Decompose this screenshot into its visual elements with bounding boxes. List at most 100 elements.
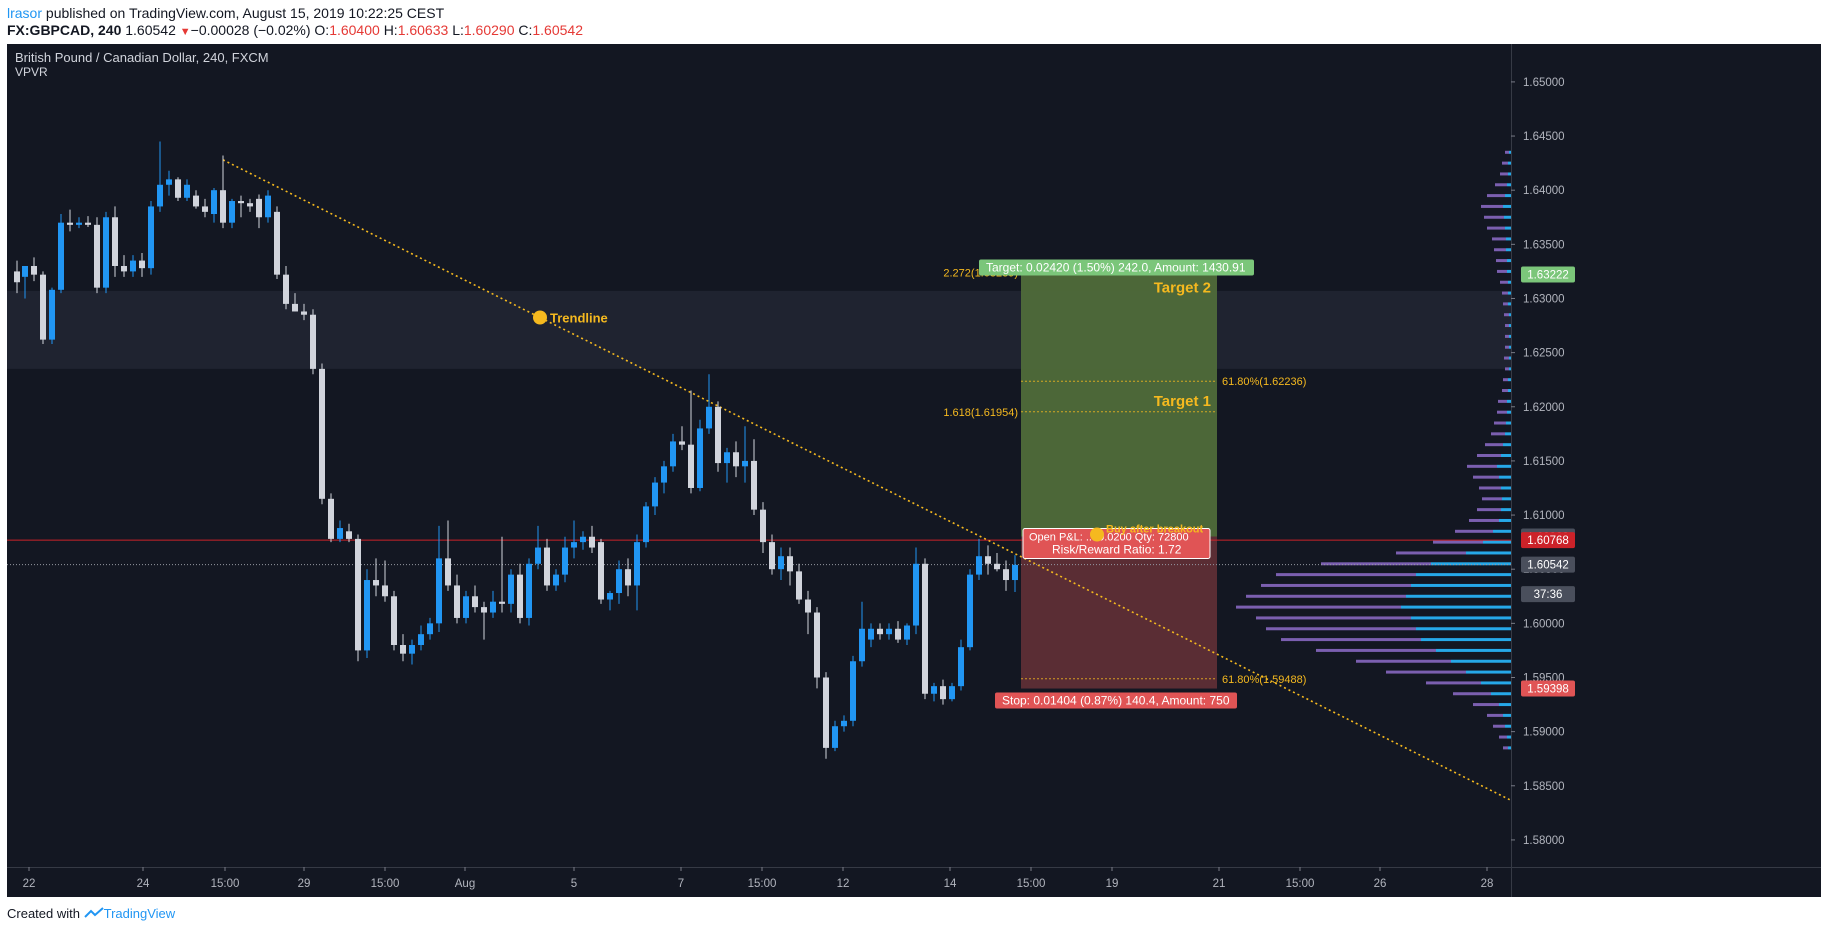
tradingview-link[interactable]: TradingView xyxy=(103,906,176,921)
candle[interactable] xyxy=(958,639,964,691)
candle[interactable] xyxy=(508,569,514,613)
candle[interactable] xyxy=(607,590,613,611)
candle[interactable] xyxy=(814,607,820,689)
candle[interactable] xyxy=(14,260,20,294)
stop-info-box[interactable] xyxy=(995,692,1237,709)
candle[interactable] xyxy=(535,525,541,570)
candle[interactable] xyxy=(904,623,910,646)
target-zone[interactable] xyxy=(1021,274,1217,537)
vpvr-legend[interactable]: VPVR xyxy=(15,65,48,79)
candle[interactable] xyxy=(301,303,307,321)
candle[interactable] xyxy=(22,265,28,299)
candle[interactable] xyxy=(67,209,73,232)
candle[interactable] xyxy=(787,547,793,586)
candle[interactable] xyxy=(625,558,631,597)
candle[interactable] xyxy=(103,211,109,294)
candle[interactable] xyxy=(130,255,136,277)
candle[interactable] xyxy=(355,534,361,662)
candle[interactable] xyxy=(859,601,865,667)
candle[interactable] xyxy=(913,547,919,635)
trendline[interactable] xyxy=(222,159,1511,801)
candle[interactable] xyxy=(832,720,838,752)
candle[interactable] xyxy=(1003,560,1009,591)
candle[interactable] xyxy=(238,195,244,218)
candle[interactable] xyxy=(463,590,469,624)
candle[interactable] xyxy=(328,493,334,543)
candle[interactable] xyxy=(886,623,892,640)
candle[interactable] xyxy=(895,621,901,643)
candle[interactable] xyxy=(706,374,712,434)
candle[interactable] xyxy=(391,590,397,651)
candle[interactable] xyxy=(310,309,316,375)
candle[interactable] xyxy=(229,198,235,229)
candle[interactable] xyxy=(841,715,847,732)
candle[interactable] xyxy=(166,170,172,196)
candle[interactable] xyxy=(175,177,181,202)
candle[interactable] xyxy=(598,538,604,604)
candle[interactable] xyxy=(427,617,433,640)
candle[interactable] xyxy=(589,525,595,553)
candle[interactable] xyxy=(670,433,676,472)
candle[interactable] xyxy=(868,623,874,648)
candle[interactable] xyxy=(418,625,424,651)
candle[interactable] xyxy=(1012,555,1018,592)
candle[interactable] xyxy=(202,198,208,218)
target-info-box[interactable] xyxy=(979,259,1254,276)
candle[interactable] xyxy=(481,601,487,640)
candle[interactable] xyxy=(850,655,856,727)
candle[interactable] xyxy=(148,201,154,275)
candle[interactable] xyxy=(139,252,145,277)
candle[interactable] xyxy=(580,531,586,550)
candle[interactable] xyxy=(922,558,928,700)
candle[interactable] xyxy=(688,390,694,494)
candle[interactable] xyxy=(679,426,685,451)
candle[interactable] xyxy=(778,547,784,581)
candle[interactable] xyxy=(760,502,766,553)
candle[interactable] xyxy=(517,563,523,624)
candle[interactable] xyxy=(283,265,289,310)
candle[interactable] xyxy=(49,287,55,344)
candle[interactable] xyxy=(733,441,739,478)
candle[interactable] xyxy=(211,188,217,223)
candle[interactable] xyxy=(697,419,703,492)
candle[interactable] xyxy=(346,523,352,543)
candle[interactable] xyxy=(553,569,559,591)
candle[interactable] xyxy=(652,477,658,516)
candle[interactable] xyxy=(805,590,811,635)
pnl-box[interactable] xyxy=(1022,528,1211,560)
candle[interactable] xyxy=(490,590,496,618)
candle[interactable] xyxy=(526,558,532,626)
candle[interactable] xyxy=(616,560,622,604)
candle[interactable] xyxy=(544,538,550,591)
candle[interactable] xyxy=(436,525,442,633)
candle[interactable] xyxy=(724,447,730,483)
candle[interactable] xyxy=(256,194,262,229)
candle[interactable] xyxy=(949,682,955,702)
candle[interactable] xyxy=(742,426,748,483)
candle[interactable] xyxy=(454,574,460,624)
candle[interactable] xyxy=(877,623,883,640)
candle[interactable] xyxy=(220,155,226,229)
candle[interactable] xyxy=(661,460,667,494)
candle[interactable] xyxy=(985,545,991,575)
candle[interactable] xyxy=(373,558,379,597)
stop-zone[interactable] xyxy=(1021,536,1217,689)
candle[interactable] xyxy=(112,206,118,277)
candle[interactable] xyxy=(562,536,568,583)
candle[interactable] xyxy=(157,141,163,212)
candle[interactable] xyxy=(769,534,775,575)
candle[interactable] xyxy=(31,257,37,282)
candle[interactable] xyxy=(337,520,343,543)
candle[interactable] xyxy=(400,634,406,662)
candle[interactable] xyxy=(994,552,1000,572)
candle[interactable] xyxy=(85,216,91,228)
candle[interactable] xyxy=(796,563,802,604)
candle[interactable] xyxy=(751,439,757,516)
candle[interactable] xyxy=(247,198,253,212)
candle[interactable] xyxy=(445,520,451,591)
candle[interactable] xyxy=(58,214,64,294)
candle[interactable] xyxy=(967,569,973,651)
candle[interactable] xyxy=(184,179,190,202)
candle[interactable] xyxy=(94,217,100,294)
